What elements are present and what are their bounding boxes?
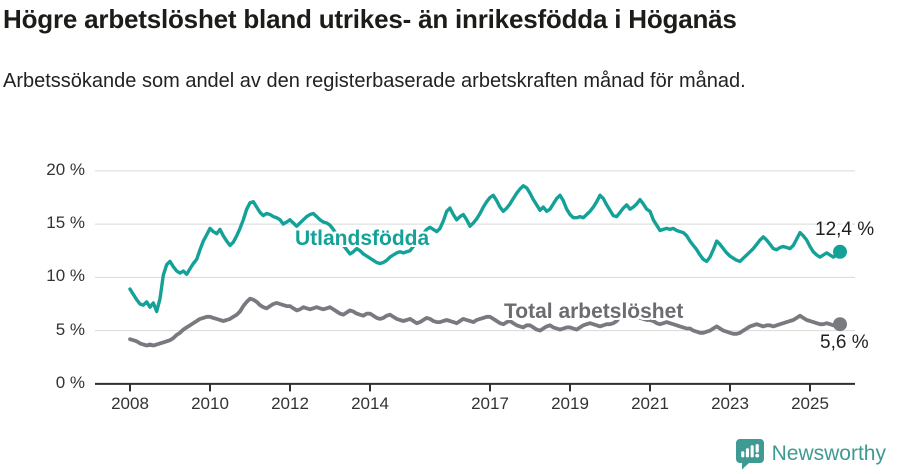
- end-value-label-utlandsfodda: 12,4 %: [815, 219, 875, 240]
- newsworthy-logo-icon: [735, 439, 764, 470]
- end-dot-utlandsfodda: [833, 244, 847, 259]
- x-axis: [95, 382, 855, 392]
- series-line-total-arbetsloshet: [128, 296, 842, 348]
- chart-series: [128, 184, 842, 348]
- series-label-total-arbetsloshet: Total arbetslöshet: [504, 300, 684, 323]
- series-end-dots: [833, 244, 847, 332]
- end-value-label-total: 5,6 %: [820, 332, 869, 353]
- chart-subtitle: Arbetssökande som andel av den registerb…: [3, 70, 746, 92]
- newsworthy-logo: Newsworthy: [735, 438, 886, 470]
- page-title: Högre arbetslöshet bland utrikes- än inr…: [3, 4, 737, 34]
- series-line-utlandsfodda: [128, 184, 842, 314]
- gridlines: [95, 170, 855, 332]
- end-dot-total: [833, 317, 847, 332]
- newsworthy-logo-text: Newsworthy: [771, 442, 886, 465]
- series-label-utlandsfodda: Utlandsfödda: [295, 227, 430, 250]
